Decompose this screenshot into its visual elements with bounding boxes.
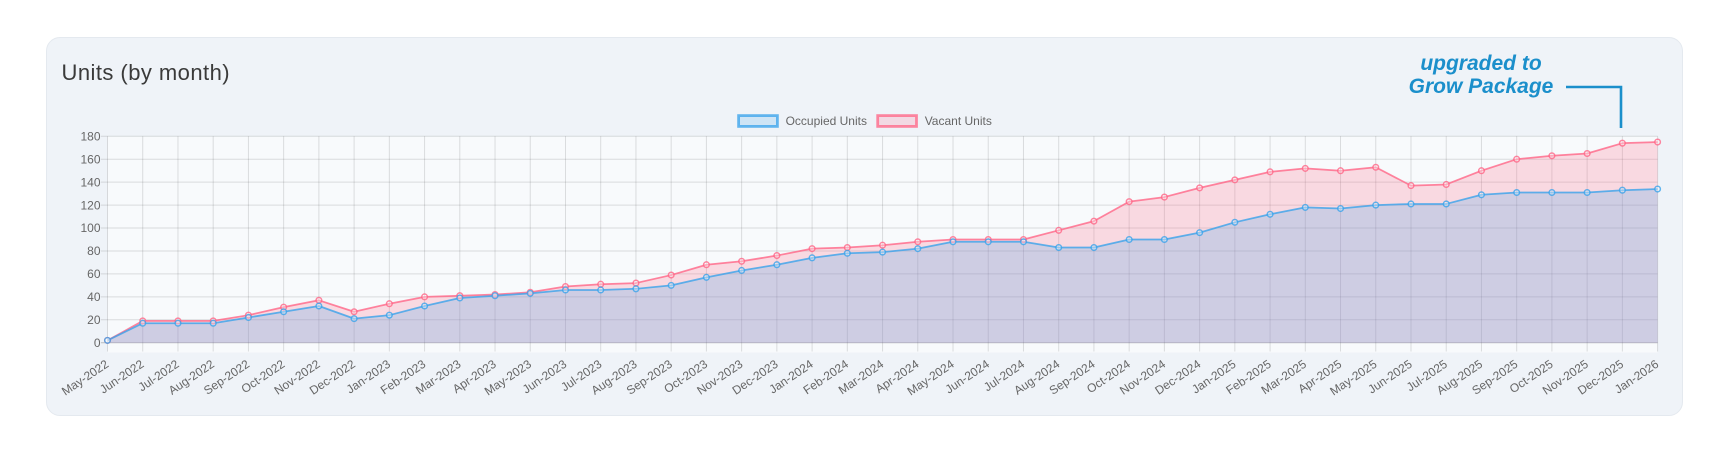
svg-text:100: 100 [80, 221, 100, 235]
svg-text:0: 0 [94, 336, 101, 350]
svg-text:20: 20 [87, 313, 101, 327]
svg-text:Vacant Units: Vacant Units [925, 114, 992, 128]
svg-text:180: 180 [80, 130, 100, 144]
svg-text:160: 160 [80, 152, 100, 166]
svg-text:140: 140 [80, 175, 100, 189]
svg-text:Occupied Units: Occupied Units [786, 114, 867, 128]
svg-text:60: 60 [87, 267, 101, 281]
svg-text:40: 40 [87, 290, 101, 304]
svg-text:120: 120 [80, 198, 100, 212]
svg-text:80: 80 [87, 244, 101, 258]
